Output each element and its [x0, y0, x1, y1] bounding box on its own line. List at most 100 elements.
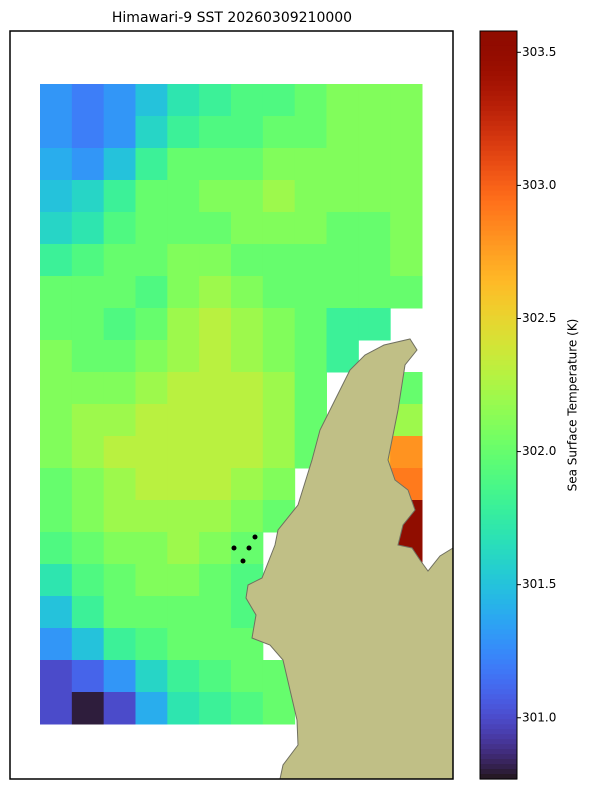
sst-cell	[294, 84, 327, 117]
sst-cell	[71, 244, 105, 277]
colorbar-segment	[480, 554, 517, 561]
colorbar-segment	[480, 724, 517, 730]
sst-cell	[71, 532, 105, 565]
sst-cell	[135, 148, 168, 181]
colorbar-segment	[480, 125, 517, 132]
colorbar-segment	[480, 40, 517, 47]
colorbar-segment	[480, 85, 517, 92]
colorbar-segment	[480, 564, 517, 571]
sst-cell	[231, 180, 264, 213]
colorbar-segment	[480, 749, 517, 755]
sst-cell	[135, 692, 168, 725]
sst-cell	[199, 308, 232, 341]
sst-cell	[135, 468, 168, 501]
colorbar-segment	[480, 719, 517, 725]
sst-cell	[40, 404, 73, 437]
sst-cell	[167, 340, 200, 373]
sst-cell	[199, 404, 232, 437]
sst-cell	[135, 660, 168, 693]
station	[231, 545, 237, 551]
colorbar-segment	[480, 534, 517, 541]
colorbar-segment	[480, 639, 517, 645]
colorbar-segment	[480, 300, 517, 306]
colorbar-segment	[480, 524, 517, 531]
colorbar-frame	[479, 30, 518, 780]
sst-cell	[358, 212, 391, 245]
sst-cell	[167, 244, 200, 277]
colorbar-segment	[480, 55, 517, 62]
colorbar-segment	[480, 185, 517, 192]
colorbar-segment	[480, 459, 517, 466]
colorbar-segment	[480, 175, 517, 182]
sst-cell	[167, 468, 200, 501]
sst-cell	[326, 116, 359, 149]
sst-cell	[199, 148, 232, 181]
sst-cell	[135, 564, 168, 597]
colorbar-segment	[480, 155, 517, 162]
colorbar-segment	[480, 200, 517, 207]
colorbar-segment	[480, 225, 517, 232]
sst-cell	[294, 340, 327, 373]
sst-cell	[358, 308, 391, 341]
colorbar-segment	[480, 619, 517, 626]
colorbar-tick-label: 301.0	[522, 710, 556, 724]
sst-cell	[326, 276, 359, 309]
colorbar-segment	[480, 240, 517, 247]
colorbar-segment	[480, 584, 517, 591]
colorbar-segment	[480, 340, 517, 346]
colorbar-segment	[480, 390, 517, 396]
colorbar-segment	[480, 325, 517, 331]
sst-cell	[40, 532, 73, 565]
sst-cell	[103, 660, 136, 693]
colorbar-segment	[480, 180, 517, 187]
colorbar-segment	[480, 644, 517, 650]
colorbar-segment	[480, 759, 517, 765]
colorbar-segment	[480, 479, 517, 486]
colorbar-segment	[480, 65, 517, 72]
colorbar-segment	[480, 31, 517, 37]
colorbar-segment	[480, 419, 517, 426]
colorbar-segment	[480, 295, 517, 301]
colorbar-segment	[480, 429, 517, 436]
sst-cell	[231, 340, 264, 373]
sst-cell	[71, 660, 105, 693]
sst-cell	[231, 372, 264, 405]
sst-cell	[40, 692, 73, 725]
sst-cell	[103, 468, 136, 501]
sst-cell	[231, 404, 264, 437]
sst-cell	[199, 276, 232, 309]
colorbar-segment	[480, 734, 517, 740]
colorbar-segment	[480, 629, 517, 635]
sst-cell	[40, 276, 73, 309]
sst-cell	[135, 308, 168, 341]
colorbar-segment	[480, 679, 517, 685]
sst-cell	[199, 468, 232, 501]
sst-cell	[294, 116, 327, 149]
colorbar-segment	[480, 409, 517, 416]
colorbar-segment	[480, 115, 517, 122]
sst-cell	[167, 692, 200, 725]
sst-cell	[358, 180, 391, 213]
sst-cell	[71, 276, 105, 309]
sst-cell	[326, 84, 359, 117]
sst-cell	[40, 596, 73, 629]
sst-cell	[103, 276, 136, 309]
colorbar-segment	[480, 594, 517, 601]
colorbar-segment	[480, 649, 517, 655]
sst-cell	[40, 436, 73, 469]
sst-cell	[103, 692, 136, 725]
colorbar-segment	[480, 360, 517, 366]
sst-cell	[40, 372, 73, 405]
colorbar-segment	[480, 764, 517, 770]
colorbar-segment	[480, 100, 517, 107]
sst-cell	[71, 84, 105, 117]
colorbar-segment	[480, 110, 517, 117]
colorbar-segment	[480, 205, 517, 212]
sst-cell	[294, 180, 327, 213]
land	[245, 338, 454, 780]
colorbar-segment	[480, 529, 517, 536]
colorbar-segment	[480, 250, 517, 256]
sst-cell	[135, 596, 168, 629]
sst-cell	[71, 500, 105, 533]
colorbar-tick-label: 303.5	[522, 45, 556, 59]
